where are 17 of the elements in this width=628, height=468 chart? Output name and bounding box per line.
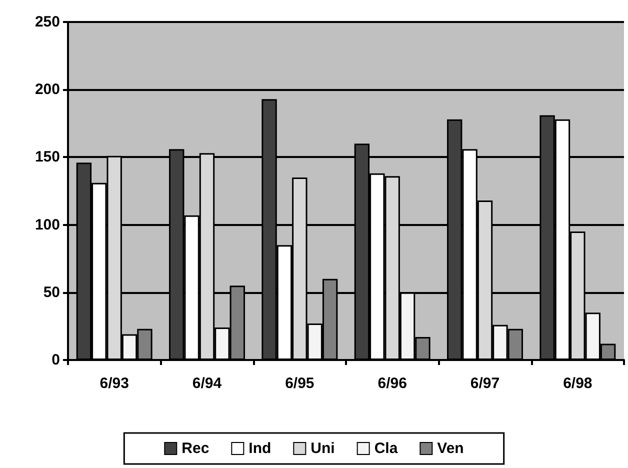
x-tick-label: 6/96 <box>378 375 407 392</box>
x-tick-label: 6/97 <box>470 375 500 392</box>
x-tick-label: 6/93 <box>100 375 129 392</box>
legend-label: Cla <box>374 440 398 457</box>
x-tick-label: 6/98 <box>563 375 592 392</box>
y-tick-label: 150 <box>34 148 60 166</box>
legend-label: Uni <box>310 440 335 457</box>
y-tick-label: 200 <box>34 81 60 98</box>
legend-label: Rec <box>182 440 210 457</box>
y-tick-label: 50 <box>43 284 60 301</box>
legend-label: Ven <box>437 440 464 457</box>
x-tick-label: 6/94 <box>192 375 222 392</box>
y-tick-label: 250 <box>34 14 60 30</box>
y-tick-label: 100 <box>34 216 60 234</box>
y-tick-label: 0 <box>52 352 60 368</box>
legend-label: Ind <box>248 440 272 457</box>
x-tick-label: 6/95 <box>285 375 314 392</box>
